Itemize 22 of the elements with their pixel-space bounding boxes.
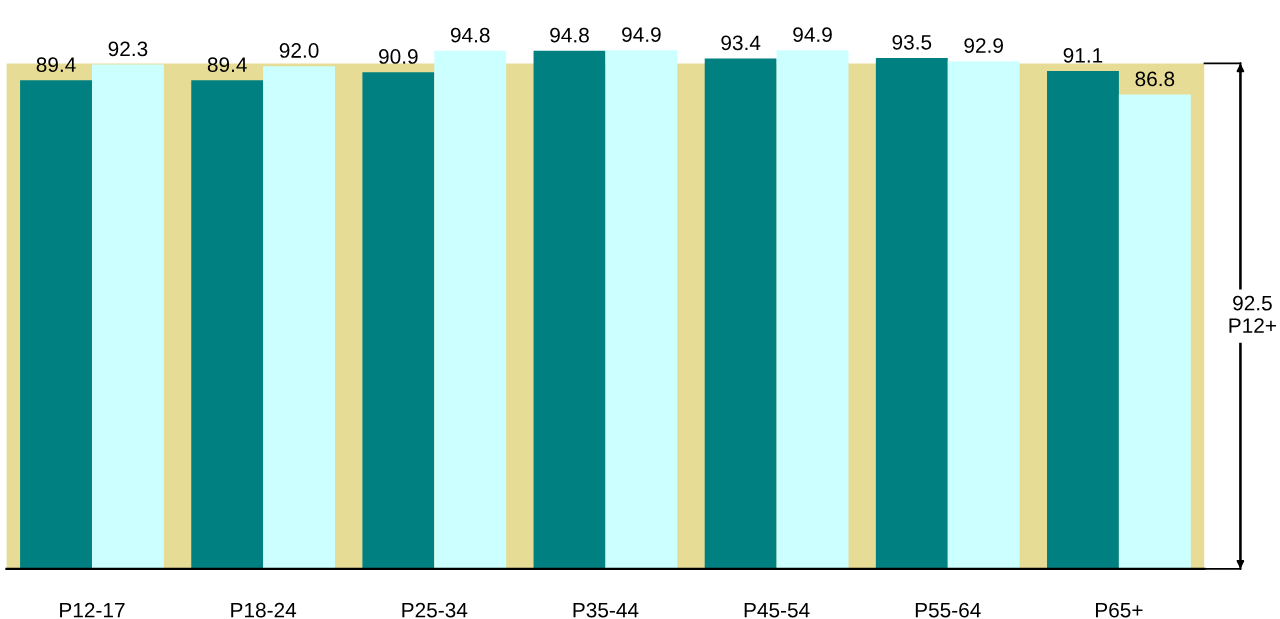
data-label: 86.8 — [1135, 71, 1175, 87]
data-label: 90.9 — [379, 49, 418, 64]
data-label: 92.0 — [279, 43, 319, 58]
x-tick-label: P25-34 — [402, 602, 468, 618]
data-label: 94.8 — [550, 27, 589, 43]
x-tick-label: P65+ — [1095, 602, 1143, 618]
x-tick-label: P18-24 — [231, 602, 297, 618]
data-label: 91.1 — [1063, 48, 1103, 63]
data-label: 94.9 — [793, 27, 832, 43]
data-label: 89.4 — [207, 57, 247, 73]
data-label: 92.3 — [108, 41, 148, 57]
x-tick-label: P55-64 — [915, 602, 981, 618]
x-tick-label: P35-44 — [573, 602, 639, 618]
data-label: 93.5 — [892, 34, 932, 50]
data-label: 89.4 — [36, 57, 76, 73]
data-label: 94.9 — [622, 27, 661, 43]
data-label: 92.9 — [964, 38, 1003, 53]
data-label: 94.8 — [450, 27, 490, 43]
x-tick-label: P45-54 — [744, 602, 810, 618]
data-label: 93.4 — [721, 35, 761, 51]
band-label: 92.5 P12+ — [1229, 295, 1276, 333]
x-tick-label: P12-17 — [60, 602, 125, 618]
